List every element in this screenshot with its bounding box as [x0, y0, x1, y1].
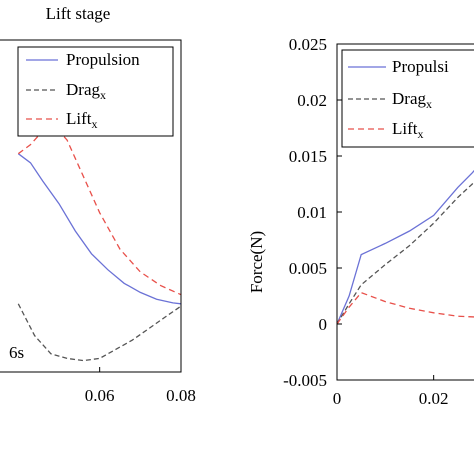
series-line-lift: [17, 125, 181, 296]
legend-label: Propulsion: [66, 50, 140, 69]
legend-label: Dragx: [66, 80, 106, 102]
x-tick-label: 0.06: [85, 386, 115, 405]
y-axis-label: Force(N): [247, 231, 266, 293]
y-tick-label: 0.015: [289, 147, 327, 166]
x-tick-label: 0: [333, 389, 342, 408]
series-line-propulsion: [17, 153, 181, 305]
y-tick-label: 0.025: [289, 35, 327, 54]
series-line-drag: [337, 181, 474, 325]
x-tick-label: 0.02: [419, 389, 449, 408]
plot-frame: [0, 39, 182, 373]
series-line-drag: [17, 303, 181, 362]
y-tick-label: 0.01: [297, 203, 327, 222]
legend-label: Liftx: [66, 109, 98, 131]
legend-label: Propulsi: [392, 57, 449, 76]
series-line-lift: [337, 291, 474, 325]
x-tick-label: 0.08: [166, 386, 196, 405]
y-tick-label: -0.005: [283, 371, 327, 390]
legend: Propulsion Dragx Liftx: [17, 46, 174, 137]
partial-x-tick-label: 4: [0, 386, 1, 405]
y-tick-label: 0: [319, 315, 328, 334]
y-tick-label: 0.02: [297, 91, 327, 110]
chart-title: Lift stage: [46, 4, 111, 23]
force-chart: Force(N) 0 0.02 -0.005 0 0.005 0.01 0.015 0.02 0…: [247, 35, 474, 408]
annotation-label: 6s: [9, 343, 24, 362]
legend-box: [17, 46, 174, 137]
legend-label: Dragx: [392, 89, 432, 111]
lift-stage-chart: Lift stage 0.06 0.08 6s 4 Propulsion Dragx…: [0, 4, 196, 405]
y-tick-label: 0.005: [289, 259, 327, 278]
legend: Propulsi Dragx Liftx: [341, 49, 474, 148]
series-line-propulsion: [337, 169, 474, 325]
legend-label: Liftx: [392, 119, 424, 141]
